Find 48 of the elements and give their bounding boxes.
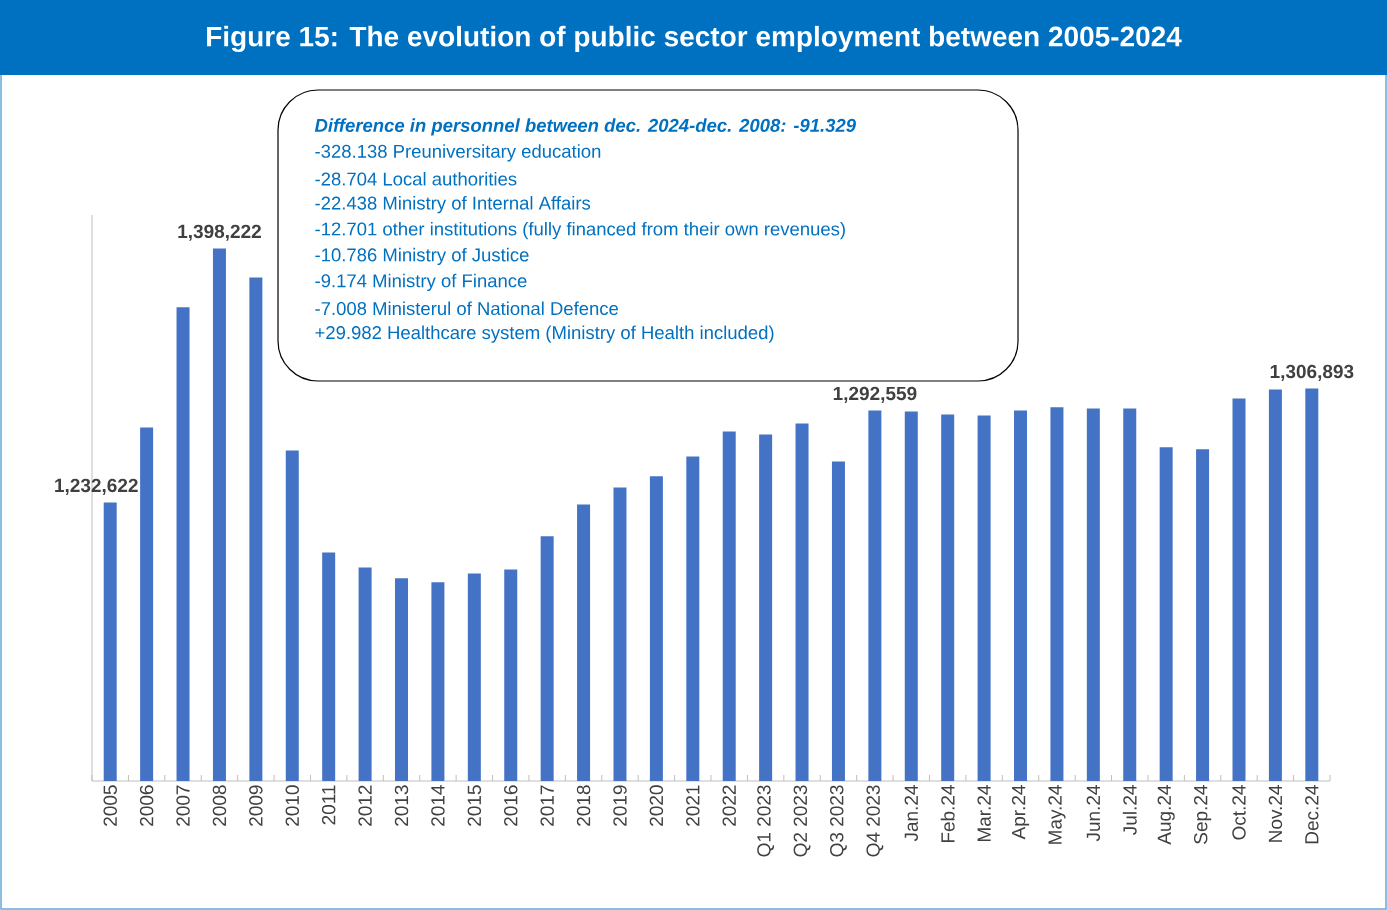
x-tick-label: 2008 [212, 785, 227, 826]
annotation: -12.701 other institutions (fully financed from their own revenues) [315, 221, 845, 240]
x-tick-label: 2007 [176, 785, 190, 826]
x-tick-label: 2006 [139, 785, 154, 826]
x-tick-label: 2016 [504, 785, 518, 826]
text: -22.438 Ministry of Internal Affairs [315, 196, 591, 214]
annotation: +29.982 Healthcare system (Ministry of Health included) [315, 325, 774, 343]
x-tick-label: 2009 [249, 785, 263, 826]
x-tick-label: Feb.24 [940, 785, 955, 843]
x-tick-label: 2005 [103, 785, 117, 826]
x-tick-label: Dec.24 [1305, 785, 1319, 844]
x-tick-label: 2011 [321, 785, 336, 825]
x-tick-label: 2014 [431, 785, 445, 826]
x-tick-label: 2018 [576, 785, 591, 826]
data-label: 1,232,622 [55, 478, 138, 495]
x-tick-label: Sep.24 [1193, 785, 1212, 844]
x-tick-label: 2021 [686, 785, 700, 826]
x-tick-label: 2013 [394, 785, 409, 826]
x-tick-label: 2022 [722, 785, 736, 826]
x-tick-label: Q4 2023 [866, 785, 884, 857]
data-label: 1,398,222 [178, 224, 261, 241]
x-tick-label: 2012 [358, 785, 372, 826]
x-tick-label: Nov.24 [1268, 785, 1283, 842]
x-tick-label: 2017 [540, 785, 554, 826]
x-tick-label: Jan.24 [904, 785, 919, 842]
x-tick-label: Oct.24 [1232, 785, 1246, 840]
annotation: -10.786 Ministry of Justice [315, 247, 529, 266]
x-tick-label: Aug.24 [1157, 785, 1175, 845]
x-tick-label: Mar.24 [977, 785, 991, 842]
x-tick-label: Q2 2023 [793, 785, 811, 857]
x-tick-label: 2019 [613, 785, 627, 826]
data-label: 1,292,559 [833, 386, 917, 403]
x-tick-label: 2015 [467, 785, 482, 826]
x-tick-label: Q1 2023 [757, 785, 775, 857]
chart-title: Figure 15: The evolution of public sector employment between 2005-2024 [207, 25, 1182, 53]
data-label: 1,306,893 [1270, 364, 1354, 381]
x-tick-label: Jun.24 [1086, 785, 1101, 842]
text: -328.138 Preuniversitary education [315, 144, 601, 162]
text: -28.704 Local authorities [315, 172, 517, 186]
x-tick-label: May.24 [1048, 785, 1066, 844]
annotation: -7.008 Ministerul of National Defence [315, 301, 619, 316]
x-tick-label: Apr.24 [1011, 785, 1030, 840]
text: Difference in personnel between dec. 2024-dec. 2008: -91.329 [314, 118, 856, 136]
x-tick-label: Q3 2023 [830, 785, 847, 857]
annotation: -9.174 Ministry of Finance [315, 273, 527, 292]
x-tick-label: 2020 [649, 785, 664, 826]
x-tick-label: 2010 [285, 785, 299, 826]
x-tick-label: Jul.24 [1122, 785, 1137, 835]
